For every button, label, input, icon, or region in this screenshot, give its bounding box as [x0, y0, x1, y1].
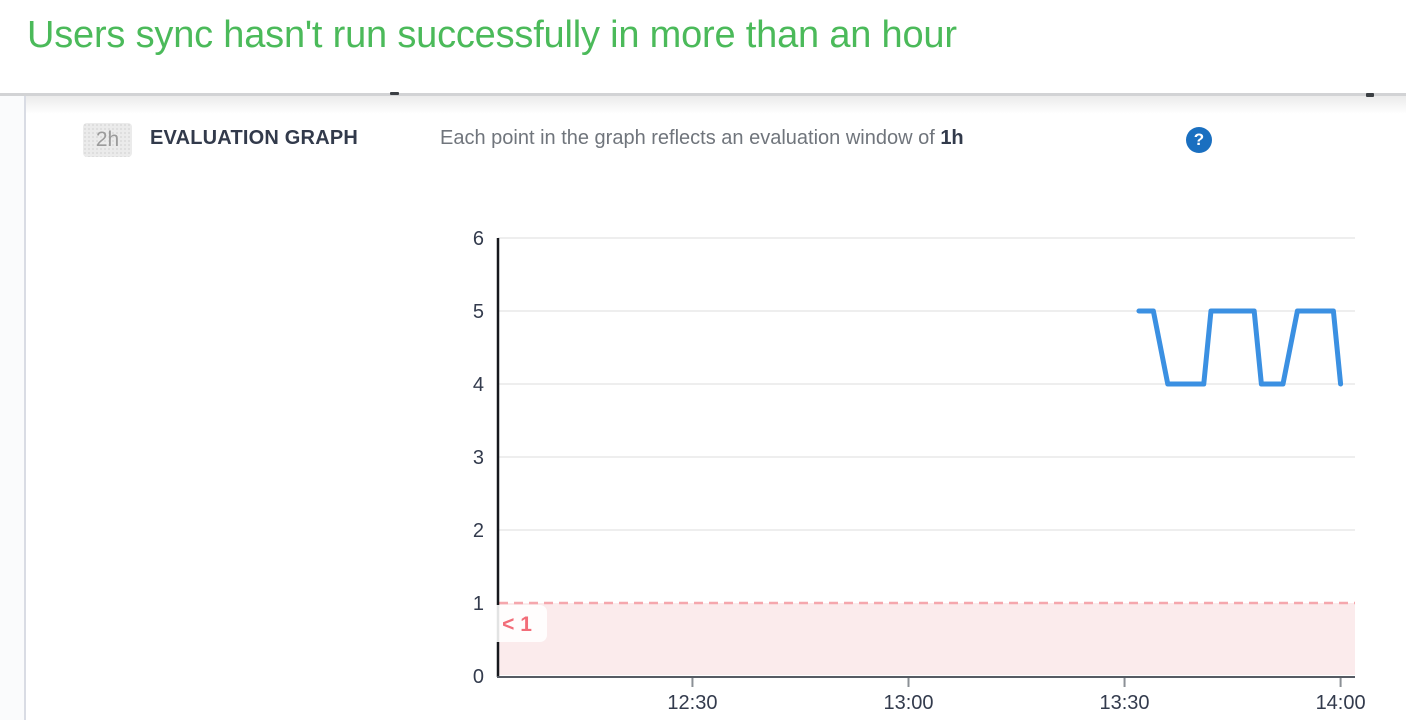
x-tick-label: 12:30 [667, 692, 717, 714]
y-tick-label: 5 [473, 301, 484, 323]
y-tick-label: 6 [473, 228, 484, 250]
threshold-label-box [487, 605, 547, 642]
title-bar: Users sync hasn't run successfully in mo… [0, 0, 1406, 93]
y-tick-label: 0 [473, 666, 484, 688]
x-tick-label: 14:00 [1316, 692, 1366, 714]
evaluation-graph-label: EVALUATION GRAPH [150, 127, 359, 149]
x-tick-label: 13:30 [1100, 692, 1150, 714]
help-icon[interactable]: ? [1186, 127, 1212, 153]
evaluation-description-text: Each point in the graph reflects an eval… [440, 127, 941, 149]
evaluation-window-value: 1h [940, 127, 964, 149]
threshold-label: < 1 [502, 613, 532, 636]
evaluation-chart[interactable]: 0 1 2 3 4 5 6 12:30 13:00 13:30 14:00 < 1 [440, 225, 1406, 717]
header-divider-shadow [0, 96, 1406, 114]
cutoff-element-fragment [1366, 93, 1374, 97]
threshold-zone [499, 603, 1355, 675]
y-tick-label: 4 [473, 374, 484, 396]
series-line [1136, 308, 1344, 387]
y-tick-label: 3 [473, 447, 484, 469]
cutoff-element-fragment [390, 92, 399, 95]
x-tick-label: 13:00 [883, 692, 933, 714]
time-window-badge[interactable]: 2h [83, 123, 132, 157]
left-rail [0, 96, 26, 720]
evaluation-chart-svg: 0 1 2 3 4 5 6 12:30 13:00 13:30 14:00 < 1 [473, 228, 1366, 714]
header-divider [0, 93, 1406, 96]
y-tick-label: 1 [473, 593, 484, 615]
page-title: Users sync hasn't run successfully in mo… [27, 14, 957, 56]
y-tick-label: 2 [473, 520, 484, 542]
evaluation-description: Each point in the graph reflects an eval… [440, 127, 964, 150]
